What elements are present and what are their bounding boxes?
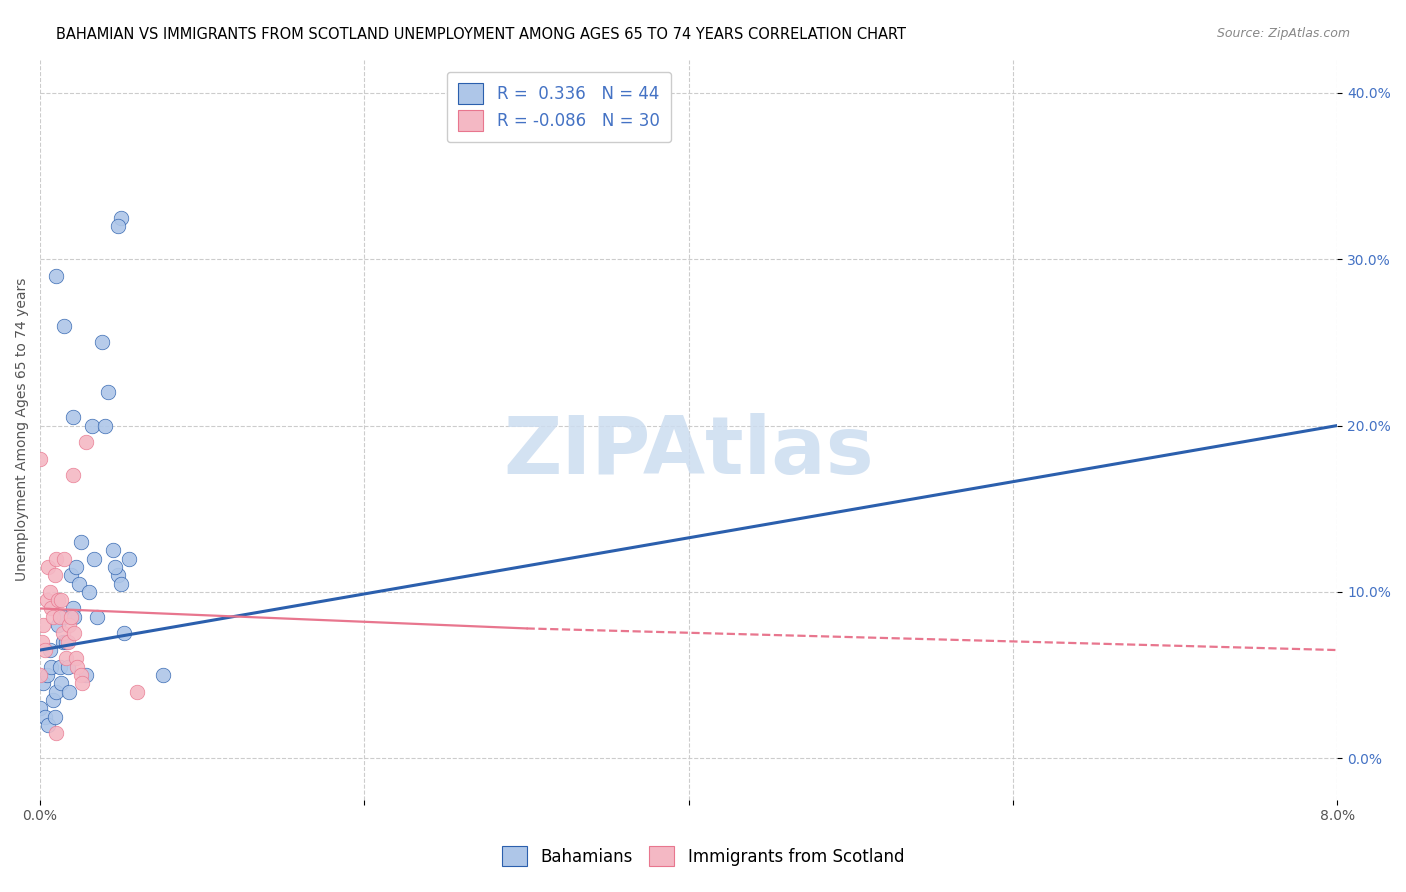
Point	[69, 535, 91, 549]
Point	[30, 451, 52, 466]
Point	[56, 634, 79, 648]
Point	[107, 219, 129, 233]
Point	[34, 709, 56, 723]
Point	[30, 668, 52, 682]
Text: ZIPAtlas: ZIPAtlas	[503, 413, 875, 491]
Point	[45, 726, 67, 740]
Point	[72, 676, 94, 690]
Point	[110, 576, 132, 591]
Point	[34, 643, 56, 657]
Point	[45, 684, 67, 698]
Point	[41, 601, 63, 615]
Point	[42, 693, 65, 707]
Point	[63, 626, 86, 640]
Point	[59, 568, 82, 582]
Legend: R =  0.336   N = 44, R = -0.086   N = 30: R = 0.336 N = 44, R = -0.086 N = 30	[447, 71, 671, 143]
Point	[53, 551, 76, 566]
Point	[77, 585, 100, 599]
Point	[59, 609, 82, 624]
Point	[101, 543, 124, 558]
Point	[30, 701, 52, 715]
Point	[53, 609, 76, 624]
Point	[65, 651, 87, 665]
Point	[37, 560, 59, 574]
Point	[56, 659, 79, 673]
Point	[46, 618, 69, 632]
Point	[46, 593, 69, 607]
Legend: Bahamians, Immigrants from Scotland: Bahamians, Immigrants from Scotland	[494, 838, 912, 875]
Point	[32, 676, 55, 690]
Point	[118, 551, 141, 566]
Point	[35, 593, 58, 607]
Point	[83, 551, 105, 566]
Point	[69, 668, 91, 682]
Point	[65, 560, 87, 574]
Point	[58, 684, 80, 698]
Point	[55, 634, 77, 648]
Point	[52, 634, 75, 648]
Point	[110, 211, 132, 225]
Point	[75, 435, 97, 450]
Point	[51, 593, 73, 607]
Point	[127, 684, 149, 698]
Point	[62, 468, 84, 483]
Point	[52, 626, 75, 640]
Point	[90, 335, 112, 350]
Point	[62, 410, 84, 425]
Point	[38, 585, 60, 599]
Point	[45, 268, 67, 283]
Point	[107, 568, 129, 582]
Point	[104, 560, 127, 574]
Point	[152, 668, 174, 682]
Point	[63, 609, 86, 624]
Point	[55, 651, 77, 665]
Point	[48, 659, 70, 673]
Point	[48, 609, 70, 624]
Point	[38, 643, 60, 657]
Point	[51, 676, 73, 690]
Point	[35, 668, 58, 682]
Point	[97, 385, 120, 400]
Point	[31, 634, 53, 648]
Point	[41, 659, 63, 673]
Point	[75, 668, 97, 682]
Text: Source: ZipAtlas.com: Source: ZipAtlas.com	[1216, 27, 1350, 40]
Point	[44, 568, 66, 582]
Point	[42, 609, 65, 624]
Point	[53, 318, 76, 333]
Point	[44, 709, 66, 723]
Point	[94, 418, 117, 433]
Point	[86, 609, 108, 624]
Point	[114, 626, 136, 640]
Point	[66, 659, 89, 673]
Point	[37, 718, 59, 732]
Point	[45, 551, 67, 566]
Point	[62, 601, 84, 615]
Point	[67, 576, 90, 591]
Y-axis label: Unemployment Among Ages 65 to 74 years: Unemployment Among Ages 65 to 74 years	[15, 278, 30, 582]
Point	[80, 418, 103, 433]
Point	[32, 618, 55, 632]
Point	[58, 618, 80, 632]
Text: BAHAMIAN VS IMMIGRANTS FROM SCOTLAND UNEMPLOYMENT AMONG AGES 65 TO 74 YEARS CORR: BAHAMIAN VS IMMIGRANTS FROM SCOTLAND UNE…	[56, 27, 907, 42]
